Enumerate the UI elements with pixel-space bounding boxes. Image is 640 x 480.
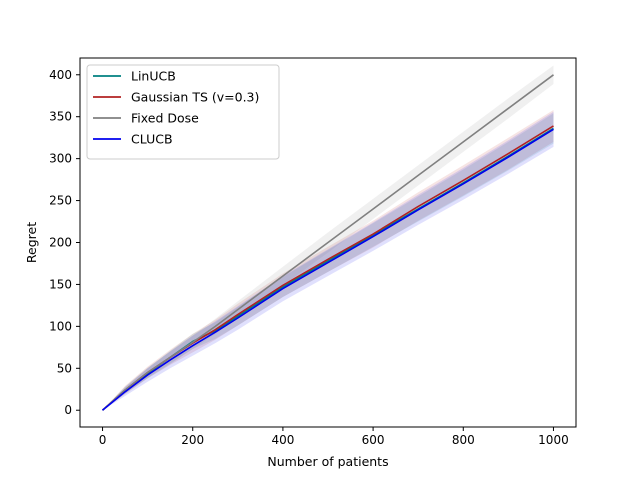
y-tick-label-200: 200	[49, 236, 72, 250]
x-tick-label-1000: 1000	[538, 433, 569, 447]
legend-label-2: Fixed Dose	[131, 111, 199, 126]
x-tick-label-400: 400	[271, 433, 294, 447]
x-axis-label: Number of patients	[267, 454, 388, 469]
x-tick-label-600: 600	[362, 433, 385, 447]
y-tick-label-100: 100	[49, 319, 72, 333]
y-tick-label-400: 400	[49, 68, 72, 82]
y-tick-label-250: 250	[49, 194, 72, 208]
legend-label-3: CLUCB	[131, 132, 173, 147]
y-tick-label-50: 50	[57, 361, 72, 375]
legend-label-1: Gaussian TS (v=0.3)	[131, 90, 259, 105]
y-tick-label-300: 300	[49, 152, 72, 166]
y-axis-ticks: 0 50 100 150 200 250 300 350 400	[49, 68, 80, 417]
y-tick-label-350: 350	[49, 110, 72, 124]
x-axis-ticks: 0 200 400 600 800 1000	[99, 427, 569, 447]
line-series-2	[101, 74, 554, 411]
y-tick-label-0: 0	[64, 403, 72, 417]
legend-label-0: LinUCB	[131, 69, 176, 84]
x-tick-label-0: 0	[99, 433, 107, 447]
x-tick-label-200: 200	[181, 433, 204, 447]
line-series-3	[101, 128, 554, 411]
y-tick-label-150: 150	[49, 277, 72, 291]
series-lines	[101, 74, 554, 411]
legend-box	[86, 64, 280, 160]
x-tick-label-800: 800	[452, 433, 475, 447]
band-series-2	[102, 65, 554, 411]
y-axis-label: Regret	[24, 222, 39, 263]
legend: LinUCB Gaussian TS (v=0.3) Fixed Dose CLUCB	[86, 64, 280, 160]
